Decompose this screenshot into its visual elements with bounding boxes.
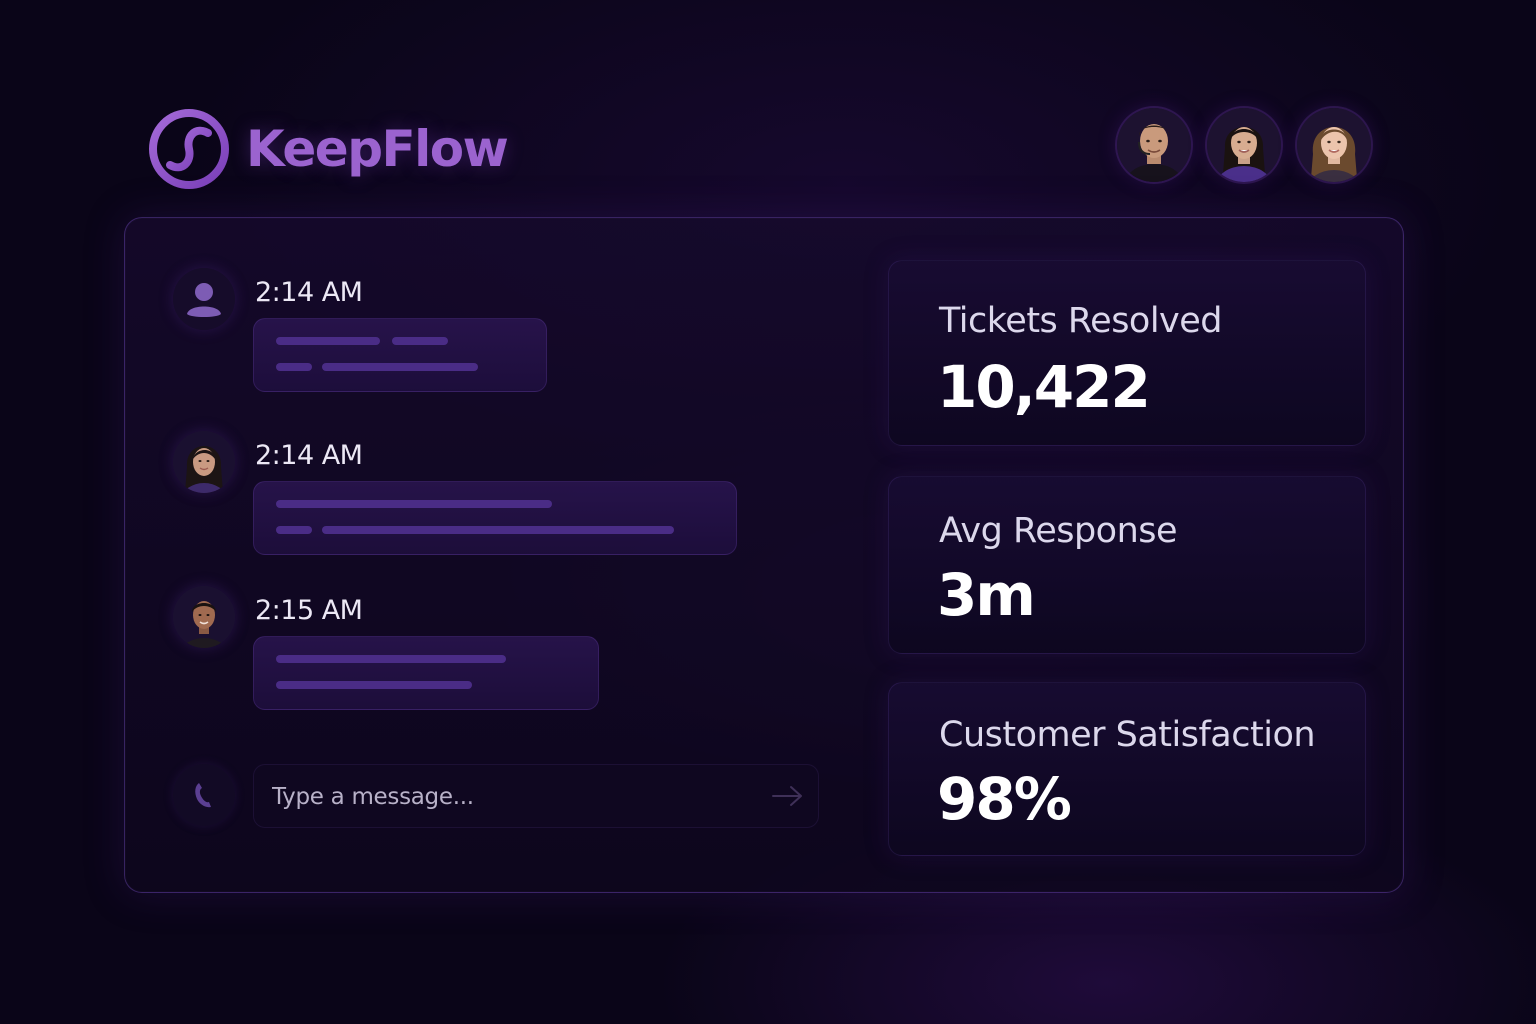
stat-value: 98% xyxy=(937,765,1072,833)
call-button[interactable] xyxy=(173,764,235,826)
stat-label: Customer Satisfaction xyxy=(939,715,1316,755)
message-bubble[interactable] xyxy=(253,636,599,710)
text-placeholder-line xyxy=(276,500,552,508)
dashboard-panel: 2:14 AM 2:14 AM xyxy=(124,217,1404,893)
stat-label: Avg Response xyxy=(939,511,1178,551)
keepflow-logo-icon xyxy=(149,109,229,189)
text-placeholder-line xyxy=(276,337,380,345)
send-button[interactable] xyxy=(768,779,808,813)
text-placeholder-line xyxy=(392,337,448,345)
user-avatar-icon xyxy=(173,268,235,330)
stat-card-customer-satisfaction[interactable]: Customer Satisfaction 98% xyxy=(888,682,1366,856)
stat-card-avg-response[interactable]: Avg Response 3m xyxy=(888,476,1366,654)
text-placeholder-line xyxy=(276,363,312,371)
message-time: 2:14 AM xyxy=(255,440,363,471)
stat-card-tickets-resolved[interactable]: Tickets Resolved 10,422 xyxy=(888,260,1366,446)
message-time: 2:15 AM xyxy=(255,595,363,626)
team-avatars xyxy=(1117,108,1371,182)
arrow-right-icon xyxy=(772,786,802,806)
man-avatar-icon xyxy=(173,586,235,648)
brand-name: KeepFlow xyxy=(246,120,509,178)
woman-avatar-icon xyxy=(173,431,235,493)
text-placeholder-line xyxy=(276,655,506,663)
text-placeholder-line xyxy=(276,526,312,534)
message-bubble[interactable] xyxy=(253,481,737,555)
team-avatar-woman-dark-hair[interactable] xyxy=(1207,108,1281,182)
text-placeholder-line xyxy=(276,681,472,689)
message-bubble[interactable] xyxy=(253,318,547,392)
text-placeholder-line xyxy=(322,363,478,371)
team-avatar-woman-light-hair[interactable] xyxy=(1297,108,1371,182)
brand[interactable]: KeepFlow xyxy=(146,106,509,192)
message-time: 2:14 AM xyxy=(255,277,363,308)
team-avatar-man-headset[interactable] xyxy=(1117,108,1191,182)
stat-label: Tickets Resolved xyxy=(939,301,1223,341)
phone-icon xyxy=(195,783,211,808)
stat-value: 10,422 xyxy=(937,353,1151,421)
stat-value: 3m xyxy=(937,561,1036,629)
message-input[interactable] xyxy=(270,765,754,829)
message-composer xyxy=(253,764,819,829)
text-placeholder-line xyxy=(322,526,674,534)
